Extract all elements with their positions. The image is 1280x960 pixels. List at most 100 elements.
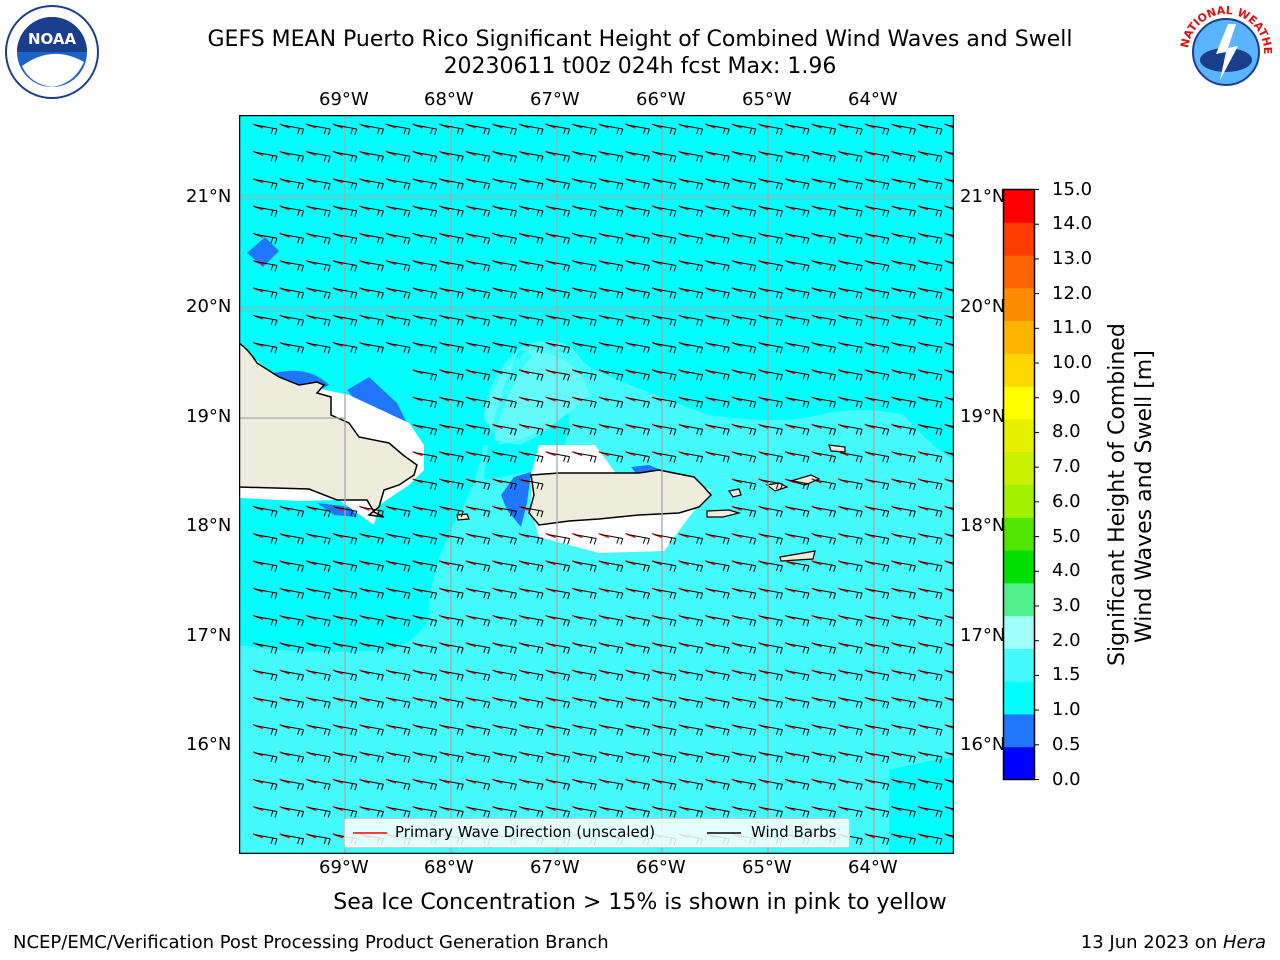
vector-glyph: [279, 751, 305, 764]
vector-glyph: [545, 587, 571, 600]
colorbar-tick-label: 1.0: [1052, 699, 1081, 721]
vector-glyph: [625, 259, 650, 272]
vector-glyph: [598, 696, 624, 709]
vector-glyph: [598, 723, 624, 736]
vector-glyph: [864, 833, 890, 845]
vector-glyph: [678, 587, 704, 600]
vector-glyph: [811, 150, 837, 163]
vector-glyph: [252, 833, 278, 845]
vector-glyph: [651, 205, 677, 218]
vector-glyph: [811, 314, 837, 327]
vector-glyph: [438, 205, 464, 218]
vector-glyph: [837, 478, 863, 491]
vector-glyph: [305, 751, 331, 764]
vector-glyph: [518, 205, 544, 218]
vector-glyph: [864, 560, 890, 572]
vector-glyph: [917, 560, 943, 572]
vector-glyph: [545, 614, 571, 627]
vector-glyph: [571, 177, 597, 190]
vector-glyph: [678, 751, 704, 764]
vector-glyph: [891, 369, 916, 381]
vector-glyph: [332, 505, 358, 518]
lat-label: 19°N: [960, 406, 1006, 427]
vector-glyph: [465, 723, 491, 736]
vector-glyph: [625, 532, 650, 545]
vector-glyph: [811, 669, 837, 682]
vector-glyph: [332, 205, 358, 218]
vector-glyph: [917, 669, 943, 682]
vector-glyph: [704, 314, 730, 327]
vector-glyph: [625, 341, 650, 354]
vector-glyph: [891, 505, 916, 518]
vector-glyph: [305, 150, 331, 163]
vector-glyph: [678, 560, 704, 572]
land-anegada: [828, 444, 846, 453]
vector-glyph: [492, 614, 517, 627]
vector-glyph: [864, 369, 890, 381]
vector-glyph: [864, 805, 890, 818]
vector-glyph: [545, 532, 571, 545]
vector-glyph: [438, 150, 464, 163]
vector-glyph: [758, 778, 783, 791]
vector-glyph: [252, 259, 278, 272]
vector-glyph: [385, 751, 411, 764]
lon-label: 68°W: [424, 89, 474, 110]
vector-glyph: [837, 751, 863, 764]
vector-glyph: [305, 341, 331, 354]
vector-glyph: [545, 723, 571, 736]
vector-glyph: [731, 341, 757, 354]
vector-glyph: [571, 205, 597, 218]
vector-glyph: [784, 805, 810, 818]
colorbar-segment: [1003, 386, 1035, 420]
vector-glyph: [837, 205, 863, 218]
vector-glyph: [625, 177, 650, 190]
vector-glyph: [518, 505, 544, 518]
vector-glyph: [704, 450, 730, 463]
vector-glyph: [385, 696, 411, 709]
vector-glyph: [704, 369, 730, 381]
nws-logo: NATIONAL WEATHER SERVICE: [1176, 2, 1274, 99]
vector-glyph: [678, 341, 704, 354]
vector-glyph: [305, 232, 331, 245]
vector-glyph: [438, 232, 464, 245]
vector-glyph: [704, 696, 730, 709]
vector-glyph: [252, 751, 278, 764]
vector-glyph: [704, 341, 730, 354]
vector-glyph: [438, 450, 464, 463]
vector-glyph: [492, 341, 517, 354]
vector-glyph: [359, 532, 384, 545]
vector-glyph: [731, 287, 757, 299]
vector-glyph: [492, 751, 517, 764]
colorbar-tick-label: 10.0: [1052, 352, 1093, 374]
vector-glyph: [784, 614, 810, 627]
vector-glyph: [731, 177, 757, 190]
vector-glyph: [492, 723, 517, 736]
vector-glyph: [412, 696, 438, 709]
vector-glyph: [518, 805, 544, 818]
vector-glyph: [758, 150, 783, 163]
vector-glyph: [704, 150, 730, 163]
vector-glyph: [545, 396, 571, 409]
vector-glyph: [625, 778, 650, 791]
vector-glyph: [917, 751, 943, 764]
vector-glyph: [332, 751, 358, 764]
vector-glyph: [279, 696, 305, 709]
vector-glyph: [625, 723, 650, 736]
vector-glyph: [279, 150, 305, 163]
vector-glyph: [864, 314, 890, 327]
vector-glyph: [704, 232, 730, 245]
vector-glyph: [598, 805, 624, 818]
vector-glyph: [305, 532, 331, 545]
footer-host: Hera: [1222, 932, 1266, 953]
colorbar-segment: [1003, 615, 1035, 649]
vector-glyph: [891, 805, 916, 818]
wind-barb-legend-label: Wind Barbs: [751, 823, 837, 841]
footer-date-text: 13 Jun 2023 on: [1080, 932, 1223, 953]
lat-label: 20°N: [186, 296, 232, 317]
vector-glyph: [598, 560, 624, 572]
vector-glyph: [571, 751, 597, 764]
vector-glyph: [651, 259, 677, 272]
vector-glyph: [465, 532, 491, 545]
vector-glyph: [864, 778, 890, 791]
vector-glyph: [704, 205, 730, 218]
